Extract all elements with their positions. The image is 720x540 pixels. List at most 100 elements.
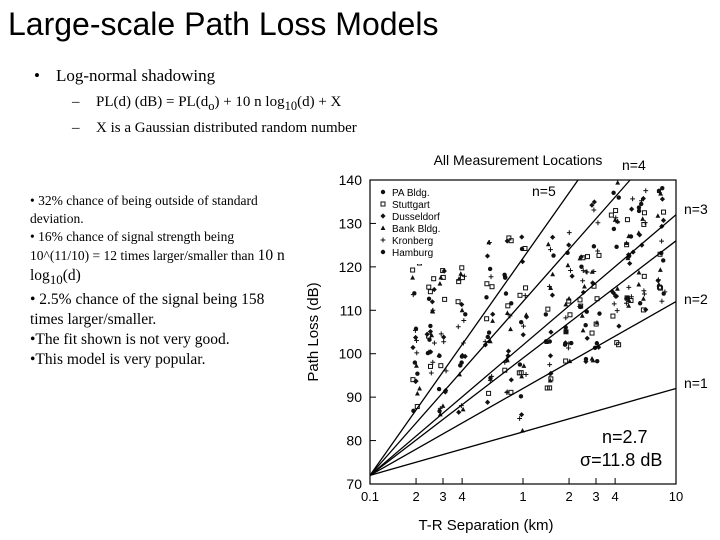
- measurement-point: [547, 362, 553, 368]
- y-tick-label: 110: [340, 302, 363, 318]
- y-tick-label: 90: [346, 389, 362, 405]
- annotation-n: n=2.7: [602, 427, 648, 447]
- measurement-point: [427, 289, 433, 295]
- measurement-point: [580, 327, 586, 333]
- measurement-point: [441, 339, 447, 345]
- measurement-point: [428, 323, 433, 329]
- measurement-point: [543, 312, 549, 317]
- measurement-point: [550, 234, 556, 240]
- measurement-point: [410, 344, 416, 351]
- measurement-point: [410, 275, 416, 280]
- measurement-point: [412, 360, 418, 365]
- measurement-point: [657, 267, 663, 272]
- line-label-n5: n=5: [532, 183, 556, 199]
- legend-marker: [380, 237, 386, 243]
- measurement-point: [517, 416, 523, 421]
- formula-part-a: PL(d) (dB) = PL(d: [96, 94, 209, 110]
- measurement-point: [503, 291, 509, 296]
- measurement-point: [547, 339, 553, 344]
- measurement-point: [410, 292, 416, 298]
- measurement-point: [440, 274, 446, 280]
- y-tick-label: 100: [339, 346, 363, 362]
- measurement-point: [506, 235, 512, 241]
- model-line-n-2-7: [369, 240, 677, 476]
- formula-part-b: ) + 10 n log: [214, 94, 285, 110]
- measurement-point: [551, 253, 556, 258]
- measurement-point: [413, 328, 418, 333]
- measurement-point: [626, 285, 632, 290]
- y-tick-label: 70: [346, 476, 362, 492]
- measurement-point: [656, 190, 662, 195]
- line-label-n4: n=4: [622, 157, 646, 173]
- measurement-point: [630, 196, 636, 202]
- x-tick-label: 4: [458, 489, 465, 504]
- measurement-point: [584, 269, 590, 275]
- measurement-point: [639, 201, 644, 207]
- measurement-point: [484, 316, 490, 322]
- measurement-point: [505, 303, 511, 309]
- measurement-point: [589, 356, 595, 361]
- measurement-point: [458, 271, 464, 276]
- note-2-5-percent: • 2.5% chance of the signal being 158 ti…: [30, 291, 265, 329]
- measurement-point: [641, 288, 647, 294]
- measurement-point: [486, 330, 492, 335]
- measurement-point: [580, 289, 587, 295]
- measurement-point: [636, 205, 642, 210]
- measurement-point: [547, 284, 552, 289]
- measurement-point: [463, 312, 468, 317]
- line-label-n1: n=1: [684, 375, 708, 391]
- legend-marker: [380, 249, 386, 255]
- measurement-point: [566, 345, 571, 351]
- measurement-point: [461, 273, 467, 279]
- annotation-sigma: σ=11.8 dB: [580, 450, 662, 470]
- measurement-point: [567, 312, 573, 318]
- note-formula-b: (d): [62, 267, 81, 284]
- measurement-point: [519, 373, 525, 379]
- note-formula-sub: 10: [49, 272, 63, 288]
- model-line-n-2: [369, 301, 677, 476]
- measurement-point: [658, 285, 664, 291]
- measurement-point: [415, 390, 420, 396]
- measurement-point: [523, 285, 529, 291]
- note-fit-not-good: •The fit shown is not very good.: [30, 331, 230, 349]
- x-tick-label: 3: [592, 489, 599, 504]
- measurement-point: [661, 209, 667, 215]
- measurement-point: [426, 349, 432, 354]
- measurement-point: [578, 304, 583, 310]
- formula-part-c: (d) + X: [297, 94, 342, 110]
- measurement-point: [484, 295, 489, 300]
- measurement-point: [427, 363, 433, 369]
- measurement-point: [508, 326, 513, 332]
- note-model-popular: •This model is very popular.: [30, 351, 206, 369]
- line-label-n3: n=3: [684, 201, 708, 217]
- x-tick-label: 3: [439, 489, 446, 504]
- measurement-point: [487, 266, 493, 272]
- measurement-point: [584, 335, 590, 341]
- measurement-point: [583, 323, 588, 328]
- measurement-point: [548, 329, 554, 335]
- measurement-point: [413, 334, 419, 341]
- measurement-point: [583, 356, 589, 362]
- legend-label: Bank Bldg.: [392, 224, 440, 235]
- measurement-point: [486, 390, 492, 396]
- measurement-point: [456, 409, 462, 415]
- sub-bullet-formula: – PL(d) (dB) = PL(do) + 10 n log10(d) + X: [72, 94, 341, 114]
- legend-label: PA Bldg.: [392, 188, 430, 199]
- bullet-lognormal: • Log-normal shadowing: [34, 66, 215, 86]
- measurement-point: [656, 281, 662, 287]
- measurement-point: [640, 195, 646, 202]
- x-axis-label: T-R Separation (km): [418, 517, 553, 534]
- measurement-point: [659, 238, 665, 244]
- model-line-n-5: [369, 179, 579, 476]
- measurement-point: [611, 190, 616, 195]
- measurement-point: [623, 300, 629, 306]
- measurement-point: [641, 221, 647, 227]
- measurement-point: [589, 269, 595, 274]
- measurement-point: [659, 196, 666, 202]
- measurement-point: [563, 358, 569, 364]
- legend-marker: [380, 201, 386, 207]
- measurement-point: [655, 213, 661, 218]
- chart-title: All Measurement Locations: [434, 152, 603, 168]
- y-axis-label: Path Loss (dB): [305, 282, 322, 381]
